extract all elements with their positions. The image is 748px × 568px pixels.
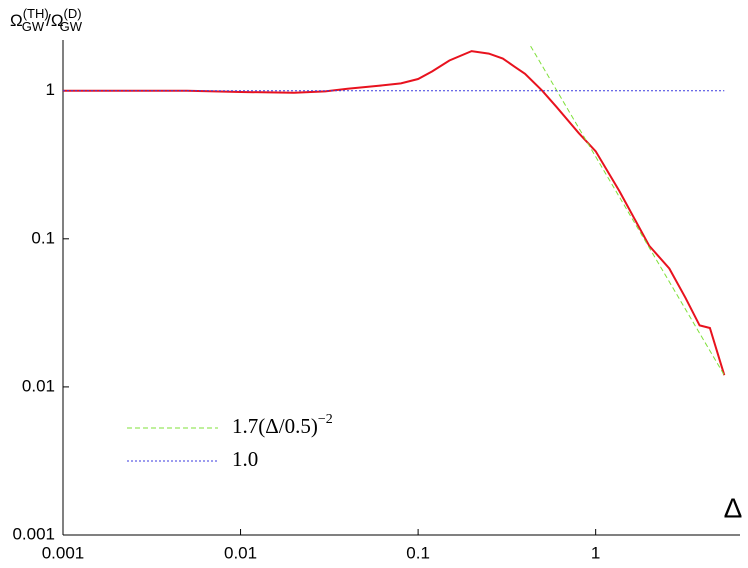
y-label-part: (TH) bbox=[23, 6, 49, 21]
legend-label: 1.7(Δ/0.5)−2 bbox=[232, 412, 333, 438]
y-tick-label: 0.1 bbox=[31, 228, 55, 247]
data-line bbox=[530, 45, 725, 376]
y-label-part: /Ω bbox=[46, 11, 63, 30]
legend-label: 1.0 bbox=[232, 447, 258, 471]
y-tick-label: 0.01 bbox=[22, 376, 55, 395]
x-tick-label: 1 bbox=[591, 543, 600, 562]
y-label-part: (D) bbox=[64, 6, 82, 21]
y-label-part: GW bbox=[60, 19, 83, 34]
x-tick-label: 0.1 bbox=[406, 543, 430, 562]
y-tick-label: 1 bbox=[46, 80, 55, 99]
legend-label-part: −2 bbox=[318, 412, 333, 427]
legend-label-part: 1.7(Δ/0.5) bbox=[232, 414, 318, 438]
x-tick-label: 0.01 bbox=[224, 543, 257, 562]
y-axis-label: Ω(TH) GW/Ω(D) GW bbox=[10, 6, 83, 34]
y-label-part: Ω bbox=[10, 11, 23, 30]
data-line bbox=[63, 50, 726, 376]
y-label-part: GW bbox=[22, 19, 45, 34]
legend-label-part: 1.0 bbox=[232, 447, 258, 471]
y-tick-label: 0.001 bbox=[12, 524, 55, 543]
x-axis-label: Δ bbox=[724, 492, 743, 523]
x-tick-label: 0.001 bbox=[42, 543, 85, 562]
